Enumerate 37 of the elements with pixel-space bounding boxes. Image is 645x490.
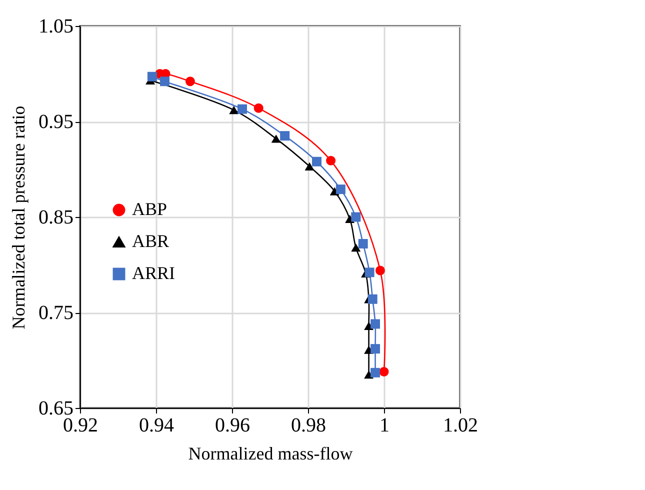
point (375, 266, 385, 276)
point (370, 319, 380, 329)
point (370, 368, 380, 378)
x-tick-label: 0.98 (291, 414, 326, 436)
point (326, 156, 336, 166)
point (368, 294, 378, 304)
x-tick-label: 1 (380, 414, 390, 436)
point (229, 106, 239, 114)
legend-label: ABR (132, 231, 170, 251)
point (336, 184, 346, 194)
point (147, 72, 157, 82)
point (358, 238, 368, 248)
y-tick-label: 0.75 (38, 302, 74, 324)
point (364, 268, 374, 278)
point (351, 243, 361, 252)
point (370, 344, 380, 354)
point (312, 156, 322, 166)
y-tick-label: 0.95 (38, 111, 74, 133)
legend-label: ABP (132, 199, 168, 219)
y-axis-title: Normalized total pressure ratio (8, 106, 28, 330)
point (185, 76, 195, 86)
x-tick-label: 0.96 (215, 414, 250, 436)
point (271, 134, 281, 143)
point (364, 322, 374, 330)
x-tick-label: 1.02 (443, 414, 478, 436)
legend-label: ARRI (132, 263, 176, 283)
x-axis-title: Normalized mass-flow (188, 444, 353, 464)
point (280, 131, 290, 141)
point (238, 104, 248, 114)
y-tick-label: 1.05 (38, 16, 74, 38)
y-tick-label: 0.85 (38, 206, 74, 228)
point (254, 103, 264, 113)
point (304, 162, 314, 170)
point (379, 366, 389, 376)
point (351, 212, 361, 222)
x-tick-label: 0.94 (139, 414, 174, 436)
point (160, 76, 170, 86)
